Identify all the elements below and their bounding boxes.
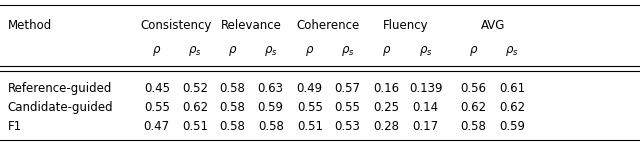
Text: $\rho$: $\rho$ [382,44,391,58]
Text: Reference-guided: Reference-guided [8,82,112,95]
Text: 0.53: 0.53 [335,120,360,133]
Text: Consistency: Consistency [140,19,212,32]
Text: 0.55: 0.55 [297,101,323,114]
Text: 0.61: 0.61 [499,82,525,95]
Text: 0.17: 0.17 [413,120,438,133]
Text: 0.59: 0.59 [258,101,284,114]
Text: 0.58: 0.58 [258,120,284,133]
Text: AVG: AVG [481,19,505,32]
Text: 0.51: 0.51 [297,120,323,133]
Text: Coherence: Coherence [297,19,360,32]
Text: $\rho$: $\rho$ [305,44,314,58]
Text: $\rho_s$: $\rho_s$ [264,44,278,58]
Text: 0.14: 0.14 [413,101,438,114]
Text: 0.62: 0.62 [499,101,525,114]
Text: Method: Method [8,19,52,32]
Text: Candidate-guided: Candidate-guided [8,101,113,114]
Text: $\rho$: $\rho$ [228,44,237,58]
Text: $\rho$: $\rho$ [469,44,478,58]
Text: 0.62: 0.62 [461,101,486,114]
Text: $\rho_s$: $\rho_s$ [188,44,202,58]
Text: 0.63: 0.63 [258,82,284,95]
Text: 0.139: 0.139 [409,82,442,95]
Text: 0.49: 0.49 [297,82,323,95]
Text: 0.58: 0.58 [220,120,245,133]
Text: 0.56: 0.56 [461,82,486,95]
Text: 0.55: 0.55 [144,101,170,114]
Text: $\rho$: $\rho$ [152,44,161,58]
Text: 0.58: 0.58 [220,101,245,114]
Text: 0.28: 0.28 [374,120,399,133]
Text: Relevance: Relevance [221,19,282,32]
Text: 0.62: 0.62 [182,101,208,114]
Text: 0.55: 0.55 [335,101,360,114]
Text: 0.58: 0.58 [461,120,486,133]
Text: 0.51: 0.51 [182,120,208,133]
Text: Fluency: Fluency [383,19,429,32]
Text: 0.58: 0.58 [220,82,245,95]
Text: 0.45: 0.45 [144,82,170,95]
Text: 0.25: 0.25 [374,101,399,114]
Text: $\rho_s$: $\rho_s$ [419,44,433,58]
Text: 0.47: 0.47 [144,120,170,133]
Text: F1: F1 [8,120,22,133]
Text: 0.52: 0.52 [182,82,208,95]
Text: 0.16: 0.16 [374,82,399,95]
Text: 0.59: 0.59 [499,120,525,133]
Text: $\rho_s$: $\rho_s$ [340,44,355,58]
Text: $\rho_s$: $\rho_s$ [505,44,519,58]
Text: 0.57: 0.57 [335,82,360,95]
